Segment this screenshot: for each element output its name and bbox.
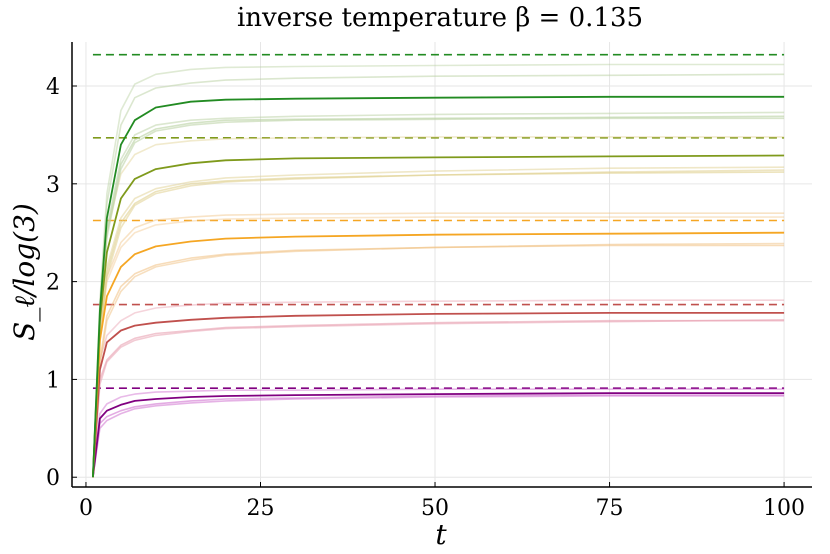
series-line xyxy=(92,244,785,478)
series-line xyxy=(92,171,785,478)
series-line xyxy=(92,299,785,478)
series-line xyxy=(92,154,785,478)
reference-lines xyxy=(92,53,785,390)
y-axis-label: S_ℓ/log(3) xyxy=(8,203,41,341)
x-tick-label: 0 xyxy=(79,496,93,521)
series-line xyxy=(92,216,785,478)
x-tick-label: 100 xyxy=(763,496,805,521)
series-line xyxy=(92,395,785,478)
tick-labels: 0 25 50 75 100 0 1 2 3 4 xyxy=(46,75,805,521)
x-tick-label: 25 xyxy=(246,496,274,521)
x-axis-label: t xyxy=(435,518,447,551)
series-line xyxy=(92,392,785,478)
series-line xyxy=(92,242,785,478)
series-line xyxy=(92,231,785,478)
axes xyxy=(71,42,812,488)
series-line xyxy=(92,212,785,478)
series-line xyxy=(92,95,785,478)
series-line xyxy=(92,73,785,478)
series-line xyxy=(92,63,785,478)
x-tick-label: 50 xyxy=(421,496,449,521)
y-tick-label: 2 xyxy=(46,271,60,296)
series-line xyxy=(92,319,785,478)
series-line xyxy=(92,115,785,478)
grid xyxy=(72,42,812,487)
y-tick-label: 1 xyxy=(46,368,60,393)
series-lines xyxy=(92,63,785,478)
series-line xyxy=(92,394,785,478)
y-tick-label: 0 xyxy=(46,466,60,491)
x-tick-label: 75 xyxy=(596,496,624,521)
y-tick-label: 3 xyxy=(46,173,60,198)
series-line xyxy=(92,136,785,478)
chart-title: inverse temperature β = 0.135 xyxy=(237,3,643,33)
series-line xyxy=(92,319,785,478)
series-line xyxy=(92,388,785,478)
series-line xyxy=(92,312,785,478)
y-tick-label: 4 xyxy=(46,75,60,100)
